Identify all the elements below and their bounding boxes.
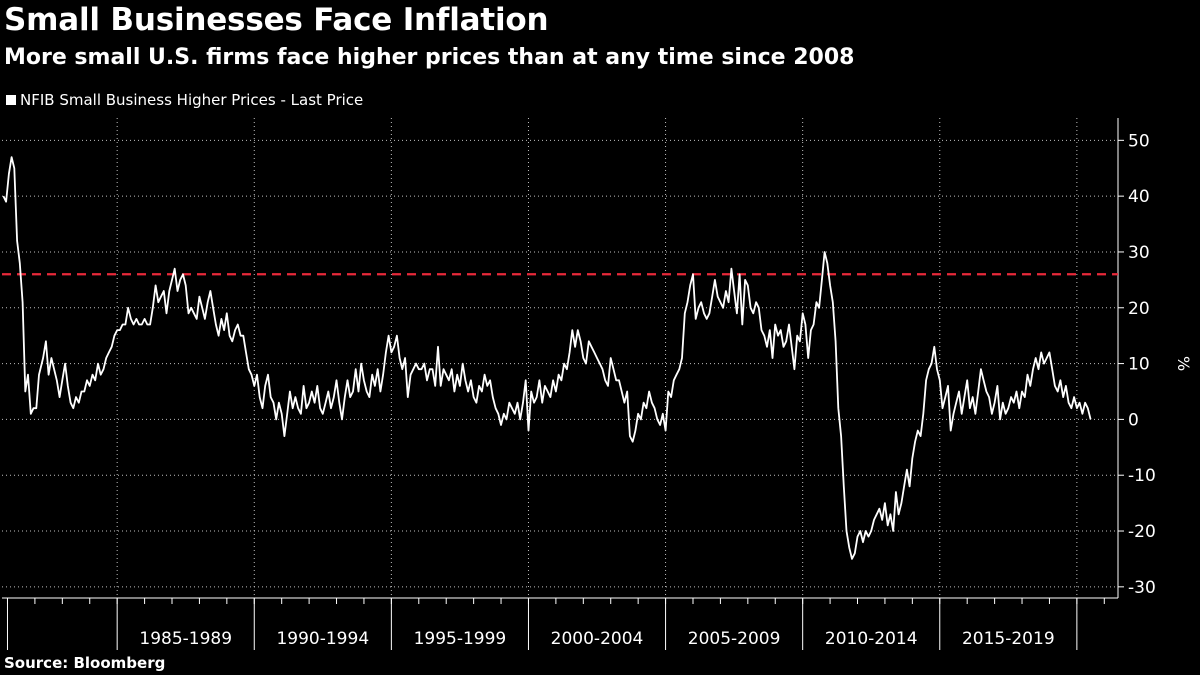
- series-line: [2, 156, 1092, 560]
- x-period-label: 2015-2019: [962, 629, 1055, 649]
- x-period-label: 1990-1994: [276, 629, 369, 649]
- series-group: [2, 156, 1092, 560]
- source-note: Source: Bloomberg: [4, 654, 166, 672]
- legend-swatch: [6, 95, 16, 105]
- y-unit-label: %: [1174, 356, 1193, 371]
- y-tick-label: 10: [1128, 355, 1150, 375]
- chart-grid: [2, 118, 1118, 598]
- x-period-label: 1985-1989: [139, 629, 232, 649]
- legend: NFIB Small Business Higher Prices - Last…: [6, 91, 363, 109]
- y-tick-label: 20: [1128, 299, 1150, 319]
- chart-title: Small Businesses Face Inflation: [4, 2, 549, 38]
- y-tick-label: -10: [1128, 466, 1156, 486]
- y-axis: 50 40 30 20 10 0 -10 -20 -30%: [1117, 118, 1193, 598]
- x-axis: 1985-1989 1990-1994 1995-1999 2000-2004 2005…: [2, 597, 1118, 650]
- x-period-label: 2005-2009: [688, 629, 781, 649]
- y-tick-label: -30: [1128, 578, 1156, 598]
- x-period-label: 2000-2004: [551, 629, 644, 649]
- x-period-label: 1995-1999: [414, 629, 507, 649]
- legend-label: NFIB Small Business Higher Prices - Last…: [20, 91, 364, 109]
- chart-subtitle: More small U.S. firms face higher prices…: [4, 45, 855, 70]
- y-tick-label: 0: [1128, 410, 1139, 430]
- y-tick-label: 40: [1128, 187, 1150, 207]
- y-tick-label: 30: [1128, 243, 1150, 263]
- x-period-label: 2010-2014: [825, 629, 918, 649]
- y-tick-label: 50: [1128, 131, 1150, 151]
- y-tick-label: -20: [1128, 522, 1156, 542]
